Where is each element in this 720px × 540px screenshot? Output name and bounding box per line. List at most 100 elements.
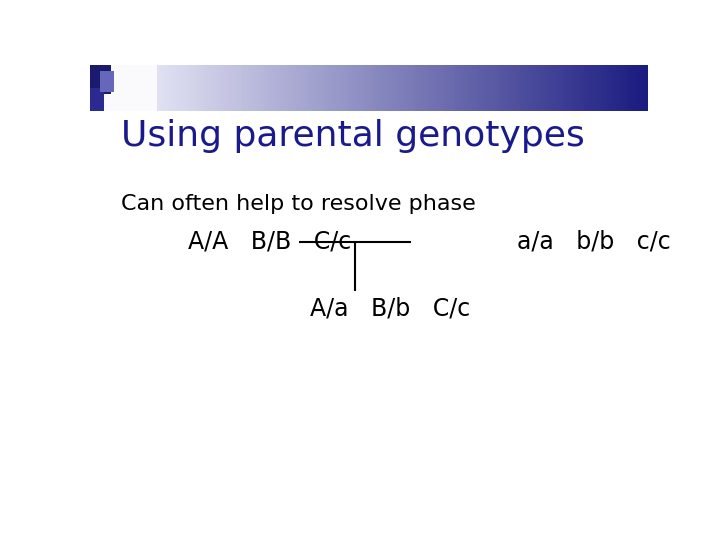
Bar	[620, 65, 624, 111]
Bar	[489, 65, 493, 111]
Bar	[174, 65, 178, 111]
Bar	[372, 65, 376, 111]
Bar	[639, 65, 644, 111]
Bar	[297, 65, 300, 111]
Bar	[626, 65, 629, 111]
Bar	[291, 65, 294, 111]
Bar	[542, 65, 546, 111]
Bar	[327, 65, 331, 111]
Bar	[307, 65, 312, 111]
Bar	[118, 65, 122, 111]
Bar	[263, 65, 267, 111]
Bar	[271, 65, 275, 111]
Bar	[341, 65, 345, 111]
Bar	[355, 65, 359, 111]
Bar	[377, 65, 382, 111]
Bar	[204, 65, 208, 111]
Bar	[213, 65, 217, 111]
Bar	[347, 65, 351, 111]
Bar	[428, 65, 431, 111]
Bar	[199, 65, 203, 111]
Bar	[603, 65, 607, 111]
Bar	[168, 65, 172, 111]
Bar	[100, 71, 114, 92]
Bar	[260, 65, 264, 111]
Bar	[238, 65, 242, 111]
Bar	[358, 65, 361, 111]
Bar	[469, 65, 473, 111]
Bar	[243, 65, 248, 111]
Bar	[394, 65, 398, 111]
Bar	[472, 65, 476, 111]
Bar	[218, 65, 222, 111]
Bar	[389, 65, 392, 111]
Bar	[531, 65, 535, 111]
Bar	[508, 65, 513, 111]
Bar	[324, 65, 328, 111]
Bar	[536, 65, 540, 111]
Bar	[402, 65, 406, 111]
Bar	[587, 65, 590, 111]
Bar	[505, 65, 510, 111]
Bar	[336, 65, 339, 111]
Text: Can often help to resolve phase: Can often help to resolve phase	[121, 194, 475, 214]
Bar	[606, 65, 610, 111]
Bar	[629, 65, 632, 111]
Bar	[495, 65, 498, 111]
Bar	[369, 65, 373, 111]
Bar	[572, 65, 577, 111]
Bar	[140, 65, 144, 111]
Bar	[593, 65, 596, 111]
Bar	[617, 65, 621, 111]
Text: A/a   B/b   C/c: A/a B/b C/c	[310, 296, 471, 320]
Bar	[101, 65, 105, 111]
Bar	[90, 65, 111, 94]
Bar	[478, 65, 482, 111]
Bar	[631, 65, 635, 111]
Text: Using parental genotypes: Using parental genotypes	[121, 119, 585, 153]
Bar	[528, 65, 532, 111]
Bar	[129, 65, 133, 111]
Bar	[310, 65, 315, 111]
Bar	[115, 65, 119, 111]
Bar	[182, 65, 186, 111]
Bar	[517, 65, 521, 111]
Bar	[444, 65, 449, 111]
Bar	[338, 65, 342, 111]
Bar	[302, 65, 306, 111]
Bar	[361, 65, 364, 111]
Bar	[230, 65, 233, 111]
Bar	[185, 65, 189, 111]
Bar	[277, 65, 281, 111]
Bar	[274, 65, 278, 111]
Bar	[374, 65, 379, 111]
Bar	[148, 65, 153, 111]
Bar	[96, 65, 99, 111]
Bar	[300, 65, 303, 111]
Bar	[570, 65, 574, 111]
Bar	[534, 65, 538, 111]
Bar	[492, 65, 495, 111]
Bar	[416, 65, 420, 111]
Bar	[179, 65, 183, 111]
Bar	[419, 65, 423, 111]
Bar	[623, 65, 627, 111]
Bar	[112, 65, 116, 111]
Bar	[634, 65, 638, 111]
Bar	[483, 65, 487, 111]
Bar	[176, 65, 181, 111]
Bar	[366, 65, 370, 111]
Bar	[467, 65, 471, 111]
Bar	[553, 65, 557, 111]
Bar	[481, 65, 485, 111]
Bar	[171, 65, 175, 111]
Bar	[600, 65, 605, 111]
Bar	[386, 65, 390, 111]
Bar	[475, 65, 479, 111]
Bar	[349, 65, 354, 111]
Text: a/a   b/b   c/c: a/a b/b c/c	[517, 230, 670, 253]
Bar	[190, 65, 194, 111]
Bar	[380, 65, 384, 111]
Bar	[207, 65, 211, 111]
Bar	[511, 65, 516, 111]
